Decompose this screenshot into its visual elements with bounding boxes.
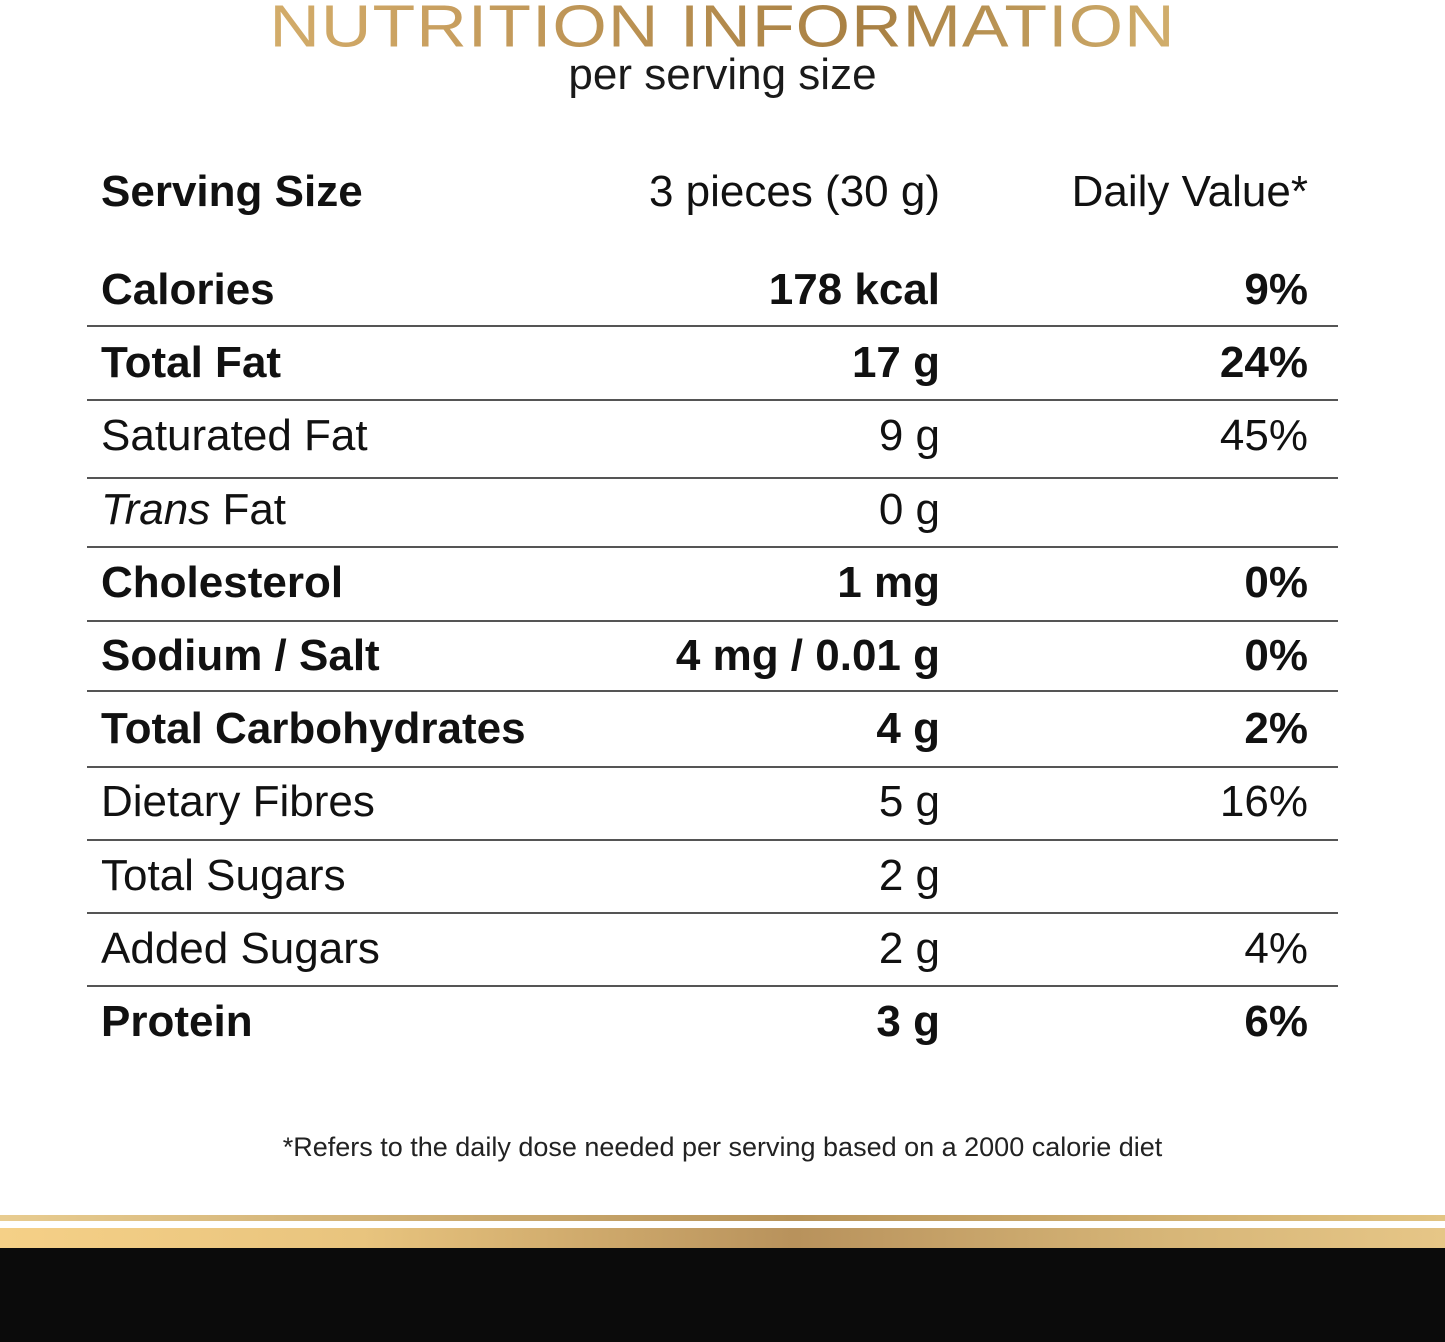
nutrient-row: Total Fat 17 g 24% [87,333,1338,393]
row-divider [87,839,1338,841]
gold-divider-thin [0,1215,1445,1221]
row-divider [87,620,1338,622]
nutrient-row: Dietary Fibres 5 g 16% [87,772,1338,832]
nutrient-amount: 178 kcal [768,265,940,314]
nutrient-row: Total Carbohydrates 4 g 2% [87,699,1338,759]
nutrient-amount: 0 g [878,485,940,534]
row-divider [87,766,1338,768]
nutrient-amount: 4 mg / 0.01 g [675,631,940,680]
footnote: *Refers to the daily dose needed per ser… [282,1132,1163,1162]
row-divider [87,399,1338,401]
nutrient-label: Trans Fat [101,480,286,540]
nutrient-amount: 3 g [876,997,940,1046]
nutrient-amount: 9 g [878,411,940,460]
nutrient-row: Saturated Fat 9 g 45% [87,406,1338,466]
row-divider [87,546,1338,548]
nutrient-label: Added Sugars [101,924,380,973]
nutrient-label: Total Sugars [101,851,346,900]
nutrient-label: Total Carbohydrates [101,704,526,753]
nutrient-label: Cholesterol [101,558,344,607]
row-divider [87,325,1338,327]
nutrient-label-rest: Fat [210,485,287,534]
nutrient-label: Saturated Fat [101,411,368,460]
nutrient-daily-value: 2% [1244,704,1308,753]
nutrient-label-italic: Trans [101,485,211,534]
row-divider [87,912,1338,914]
nutrient-row: Total Sugars 2 g [87,846,1338,906]
nutrient-row: Cholesterol 1 mg 0% [87,553,1338,613]
nutrient-label: Sodium / Salt [101,631,380,680]
black-footer-band [0,1248,1445,1342]
nutrient-amount: 17 g [851,338,940,387]
nutrient-row: Trans Fat 0 g [87,480,1338,540]
row-divider [87,985,1338,987]
nutrient-amount: 2 g [878,924,940,973]
nutrient-daily-value: 24% [1219,338,1308,387]
daily-value-header: Daily Value* [1071,167,1308,216]
serving-size-row: Serving Size 3 pieces (30 g) Daily Value… [87,162,1338,222]
nutrient-daily-value: 45% [1219,411,1308,460]
nutrient-amount: 1 mg [837,558,940,607]
nutrient-amount: 5 g [878,777,940,826]
page-title: NUTRITION INFORMATION [0,0,1445,60]
nutrient-amount: 2 g [878,851,940,900]
nutrient-daily-value: 9% [1244,265,1308,314]
nutrient-label: Total Fat [101,338,282,387]
nutrient-label: Dietary Fibres [101,777,375,826]
nutrient-daily-value: 0% [1244,558,1308,607]
serving-size-label: Serving Size [101,167,363,216]
nutrient-row: Calories 178 kcal 9% [87,260,1338,320]
nutrient-amount: 4 g [876,704,940,753]
nutrient-row: Protein 3 g 6% [87,992,1338,1052]
row-divider [87,477,1338,479]
page-subtitle: per serving size [568,50,877,99]
nutrient-daily-value: 0% [1244,631,1308,680]
nutrient-daily-value: 6% [1244,997,1308,1046]
serving-size-amount: 3 pieces (30 g) [648,167,940,216]
nutrient-label: Protein [101,997,253,1046]
nutrient-label: Calories [101,265,275,314]
nutrient-row: Added Sugars 2 g 4% [87,919,1338,979]
gold-divider-thick [0,1228,1445,1248]
nutrient-daily-value: 4% [1244,924,1308,973]
row-divider [87,690,1338,692]
nutrient-daily-value: 16% [1219,777,1308,826]
nutrient-row: Sodium / Salt 4 mg / 0.01 g 0% [87,626,1338,686]
